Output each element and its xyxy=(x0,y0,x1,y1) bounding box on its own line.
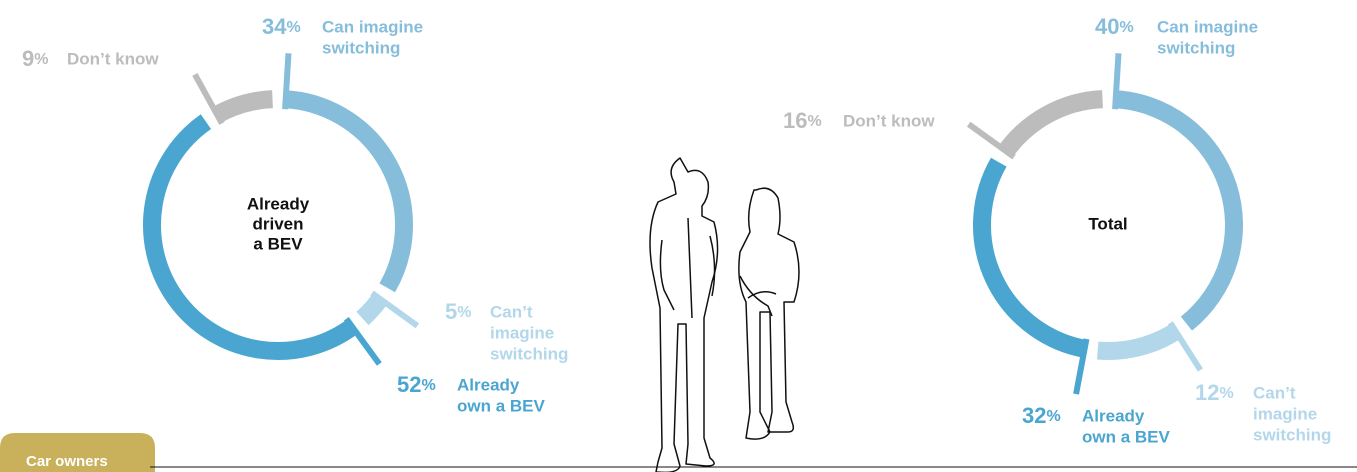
value-label: 16% xyxy=(783,108,822,133)
category-label: Can imagine xyxy=(1157,17,1258,36)
value-label: 5% xyxy=(445,299,471,324)
category-label: own a BEV xyxy=(457,396,546,415)
category-label: Can’t xyxy=(490,302,533,321)
value-number: 34 xyxy=(262,14,287,39)
tab[interactable] xyxy=(0,433,155,472)
donut-segment xyxy=(283,90,413,293)
donut-segment xyxy=(143,114,360,360)
donut-segment xyxy=(356,291,389,326)
value-number: 9 xyxy=(22,46,34,71)
value-unit: % xyxy=(1046,408,1060,425)
category-label: Don’t know xyxy=(843,111,935,130)
value-unit: % xyxy=(1119,19,1133,36)
value-unit: % xyxy=(1219,385,1233,402)
value-number: 16 xyxy=(783,108,807,133)
category-label: imagine xyxy=(490,323,554,342)
category-label: own a BEV xyxy=(1082,427,1171,446)
category-label: switching xyxy=(490,344,568,363)
tab-label[interactable]: Car owners xyxy=(26,453,108,470)
value-number: 5 xyxy=(445,299,457,324)
category-label: imagine xyxy=(1253,404,1317,423)
value-unit: % xyxy=(457,304,471,321)
value-unit: % xyxy=(286,19,300,36)
value-number: 12 xyxy=(1195,380,1219,405)
value-unit: % xyxy=(807,113,821,130)
donut-segment xyxy=(1096,322,1183,360)
value-label: 32% xyxy=(1022,403,1061,428)
donut-segment xyxy=(1113,90,1243,331)
center-label: Already xyxy=(247,194,310,213)
value-label: 9% xyxy=(22,46,48,71)
category-label: Don’t know xyxy=(67,49,159,68)
category-label: switching xyxy=(1157,38,1235,57)
value-unit: % xyxy=(34,51,48,68)
center-label: a BEV xyxy=(253,234,303,253)
donut-segment xyxy=(210,90,274,124)
center-label: driven xyxy=(252,214,303,233)
value-label: 34% xyxy=(262,14,301,39)
donut-segment xyxy=(973,157,1089,359)
value-unit: % xyxy=(421,377,435,394)
category-label: switching xyxy=(322,38,400,57)
value-number: 40 xyxy=(1095,14,1119,39)
category-label: switching xyxy=(1253,425,1331,444)
category-label: Already xyxy=(1082,406,1145,425)
value-label: 12% xyxy=(1195,380,1234,405)
value-number: 52 xyxy=(397,372,421,397)
center-label: Total xyxy=(1088,214,1127,233)
category-label: Can’t xyxy=(1253,383,1296,402)
value-label: 52% xyxy=(397,372,436,397)
people-illustration xyxy=(649,157,800,472)
category-label: Already xyxy=(457,375,520,394)
value-label: 40% xyxy=(1095,14,1134,39)
category-label: Can imagine xyxy=(322,17,423,36)
value-number: 32 xyxy=(1022,403,1046,428)
donut-segment xyxy=(997,90,1104,159)
